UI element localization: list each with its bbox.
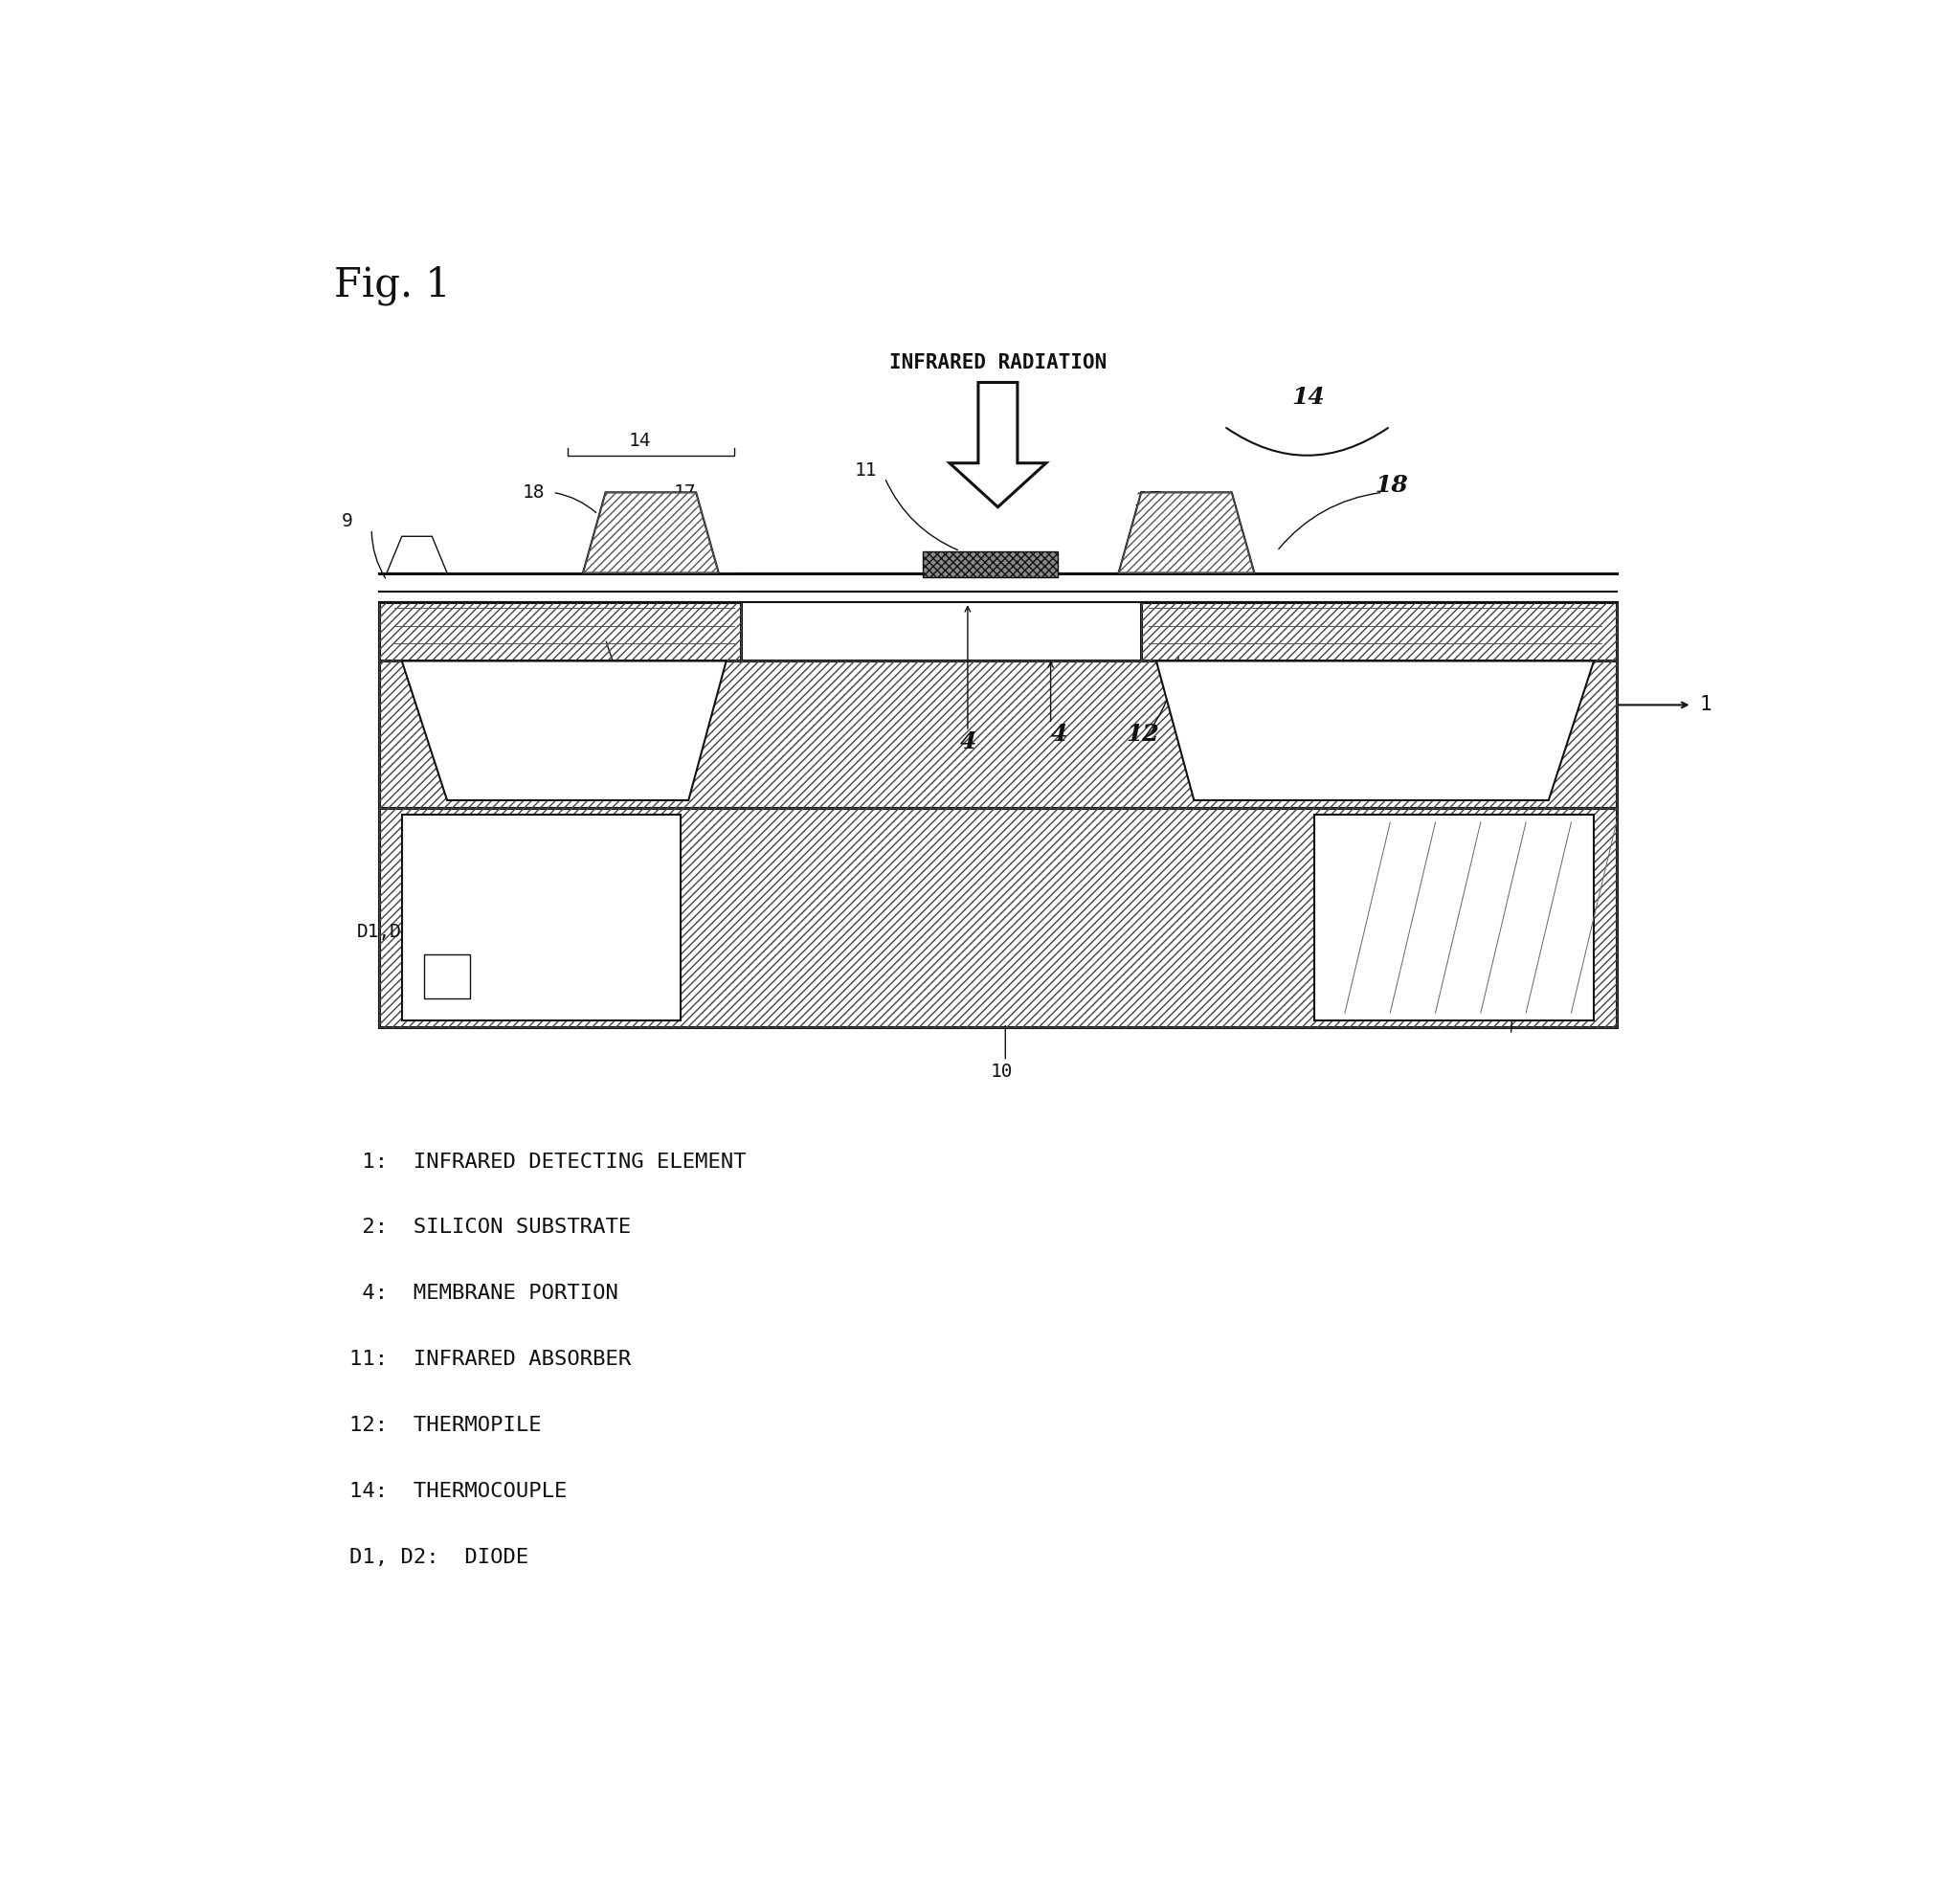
Bar [1141,602,1616,661]
Text: 10: 10 [991,1062,1012,1081]
Text: 12: 12 [650,725,674,743]
Text: 18: 18 [1375,474,1408,497]
Bar [424,954,469,998]
Text: 2: 2 [1466,836,1478,853]
Text: 1: 1 [1700,695,1711,714]
Polygon shape [1157,661,1595,800]
Text: 14: 14 [629,432,650,449]
Text: 1:  INFRARED DETECTING ELEMENT: 1: INFRARED DETECTING ELEMENT [349,1152,746,1171]
Polygon shape [582,493,718,573]
Text: 12: 12 [1125,724,1158,746]
Text: 11: 11 [855,461,876,480]
Text: 4:  MEMBRANE PORTION: 4: MEMBRANE PORTION [349,1283,617,1302]
Text: 14: 14 [1293,387,1326,409]
Text: 11:  INFRARED ABSORBER: 11: INFRARED ABSORBER [349,1350,631,1369]
Polygon shape [401,661,726,800]
Text: 17: 17 [1133,489,1162,508]
Text: INFRARED RADIATION: INFRARED RADIATION [890,352,1106,373]
Bar [380,807,1616,1028]
Bar [923,550,1059,577]
Text: 17: 17 [674,484,695,501]
Text: 4: 4 [960,729,977,754]
Bar [380,661,1616,807]
Text: 2:  SILICON SUBSTRATE: 2: SILICON SUBSTRATE [349,1219,631,1238]
Bar [380,602,742,661]
Bar [380,661,1616,807]
Text: D1,D2: D1,D2 [356,923,413,941]
Text: 14:  THERMOCOUPLE: 14: THERMOCOUPLE [349,1481,567,1500]
Text: D1, D2:  DIODE: D1, D2: DIODE [349,1548,528,1567]
Text: Fig. 1: Fig. 1 [335,265,450,305]
Polygon shape [950,383,1046,506]
Text: 12:  THERMOPILE: 12: THERMOPILE [349,1417,541,1436]
Polygon shape [1120,493,1254,573]
Bar [1314,815,1595,1021]
Bar [401,815,681,1021]
Text: 3: 3 [1301,784,1310,802]
Bar [380,807,1616,1028]
Text: 18: 18 [522,484,545,501]
Text: 9: 9 [341,512,352,531]
Bar [380,602,742,661]
Polygon shape [387,537,448,573]
Bar [1141,602,1616,661]
Text: 4: 4 [1051,724,1067,746]
